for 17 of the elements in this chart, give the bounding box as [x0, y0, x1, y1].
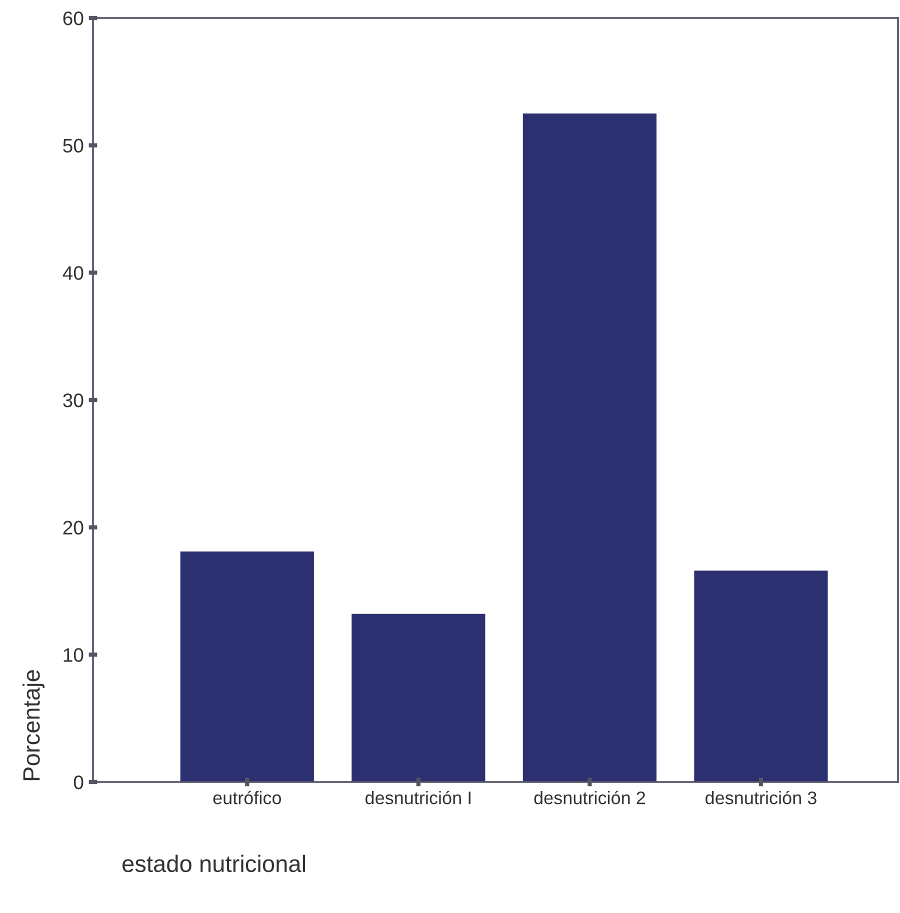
- y-axis-title: Porcentaje: [22, 670, 45, 780]
- y-tick-label: 10: [64, 648, 84, 662]
- y-tick-label: 50: [63, 138, 84, 153]
- x-tick-label: desnutrición 3: [706, 790, 816, 804]
- y-tick-label: 30: [63, 393, 84, 408]
- x-tick-label: eutrófico: [213, 790, 282, 804]
- y-tick-label: 40: [62, 266, 84, 280]
- y-tick-label: 20: [63, 520, 84, 535]
- y-tick-label: 0: [74, 775, 84, 790]
- bar: [522, 114, 656, 782]
- bar: [352, 614, 486, 782]
- bar: [180, 552, 314, 782]
- x-tick-label: desnutrición 2: [534, 790, 646, 804]
- y-tick-label: 60: [63, 11, 84, 26]
- x-axis-title: estado nutricional: [122, 854, 305, 872]
- x-tick-label: desnutrición I: [365, 790, 470, 804]
- bar: [694, 570, 828, 782]
